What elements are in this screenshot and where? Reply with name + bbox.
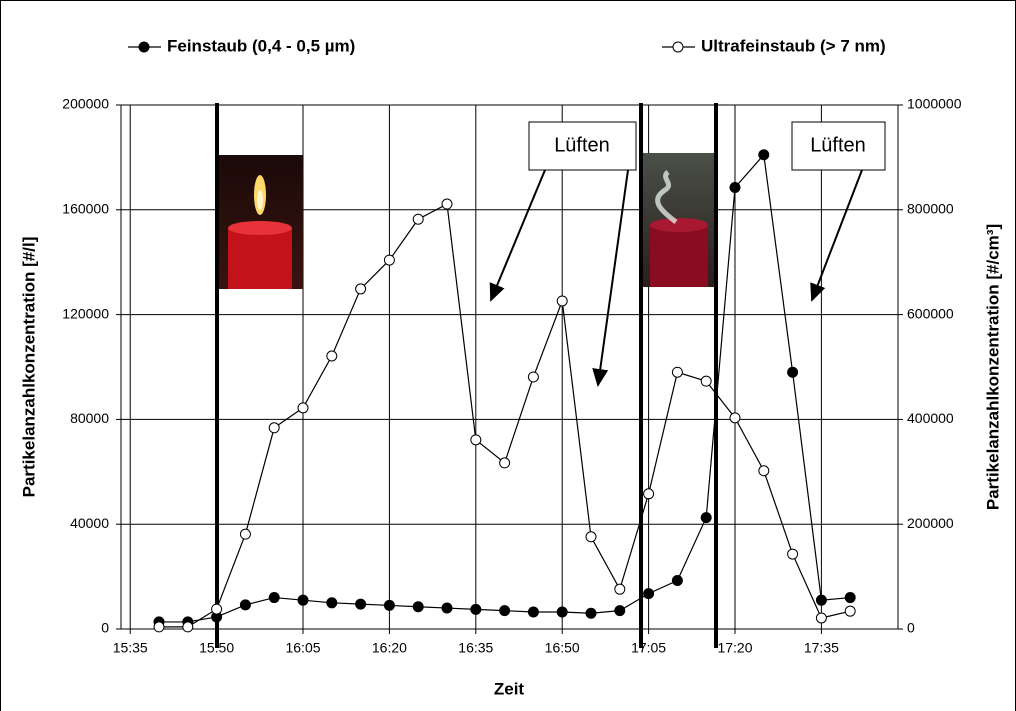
data-point: [470, 434, 482, 446]
data-point: [815, 612, 827, 624]
y-axis-title: Partikelanzahlkonzentration [#/l]: [19, 237, 38, 498]
x-tick-label: 15:50: [199, 640, 234, 656]
candle-picture: [218, 155, 303, 289]
y2-tick-label: 400000: [907, 410, 954, 426]
data-point: [383, 599, 395, 611]
data-point: [787, 548, 799, 560]
legend-marker: [672, 41, 684, 53]
data-point: [585, 531, 597, 543]
data-point: [441, 198, 453, 210]
y2-tick-label: 200000: [907, 515, 954, 531]
data-point: [671, 366, 683, 378]
legend-label: Ultrafeinstaub (> 7 nm): [701, 36, 886, 55]
data-point: [499, 605, 511, 617]
data-point: [355, 598, 367, 610]
data-point: [326, 350, 338, 362]
data-point: [441, 602, 453, 614]
data-point: [643, 488, 655, 500]
x-tick-label: 16:20: [372, 640, 407, 656]
annotation-arrow: [489, 169, 546, 302]
data-point: [470, 603, 482, 615]
data-point: [412, 601, 424, 613]
y-tick-label: 40000: [70, 515, 109, 531]
data-point: [700, 512, 712, 524]
x-tick-label: 16:50: [545, 640, 580, 656]
y2-tick-label: 0: [907, 620, 915, 636]
data-point: [383, 254, 395, 266]
annotation: Lüften: [810, 134, 866, 156]
y-tick-label: 80000: [70, 410, 109, 426]
data-point: [643, 588, 655, 600]
data-point: [585, 607, 597, 619]
data-point: [527, 606, 539, 618]
y2-tick-label: 1000000: [907, 96, 962, 112]
annotation-box: [528, 121, 637, 171]
data-point: [326, 597, 338, 609]
data-point: [153, 621, 165, 633]
data-point: [758, 149, 770, 161]
annotation: Lüften: [554, 134, 610, 156]
data-point: [268, 592, 280, 604]
data-point: [239, 599, 251, 611]
data-point: [700, 375, 712, 387]
data-point: [239, 528, 251, 540]
legend-marker: [138, 41, 150, 53]
legend-label: Feinstaub (0,4 - 0,5 µm): [167, 36, 355, 55]
data-point: [297, 402, 309, 414]
x-tick-label: 17:20: [717, 640, 752, 656]
annotation-arrow: [810, 169, 863, 302]
y2-axis-title: Partikelanzahlkonzentration [#/cm³]: [983, 224, 1002, 510]
data-point: [499, 457, 511, 469]
data-point: [268, 422, 280, 434]
y-tick-label: 160000: [62, 201, 109, 217]
x-tick-label: 16:35: [458, 640, 493, 656]
data-point: [844, 592, 856, 604]
x-tick-label: 16:05: [285, 640, 320, 656]
data-point: [556, 606, 568, 618]
candle-picture: [640, 153, 717, 287]
data-point: [671, 575, 683, 587]
data-point: [729, 412, 741, 424]
data-point: [556, 295, 568, 307]
data-point: [614, 583, 626, 595]
data-point: [758, 465, 770, 477]
y-tick-label: 200000: [62, 96, 109, 112]
data-point: [729, 182, 741, 194]
annotation-box: [791, 121, 886, 171]
data-point: [527, 371, 539, 383]
data-point: [355, 283, 367, 295]
data-point: [182, 621, 194, 633]
x-tick-label: 17:05: [631, 640, 666, 656]
data-point: [297, 594, 309, 606]
y-tick-label: 0: [101, 620, 109, 636]
data-point: [815, 594, 827, 606]
data-point: [787, 366, 799, 378]
x-tick-label: 17:35: [804, 640, 839, 656]
x-tick-label: 15:35: [113, 640, 148, 656]
data-point: [412, 213, 424, 225]
annotation-arrow: [592, 169, 629, 387]
data-point: [844, 605, 856, 617]
y2-tick-label: 600000: [907, 305, 954, 321]
x-axis-title: Zeit: [494, 679, 525, 698]
y2-tick-label: 800000: [907, 201, 954, 217]
y-tick-label: 120000: [62, 305, 109, 321]
data-point: [614, 605, 626, 617]
data-point: [211, 603, 223, 615]
